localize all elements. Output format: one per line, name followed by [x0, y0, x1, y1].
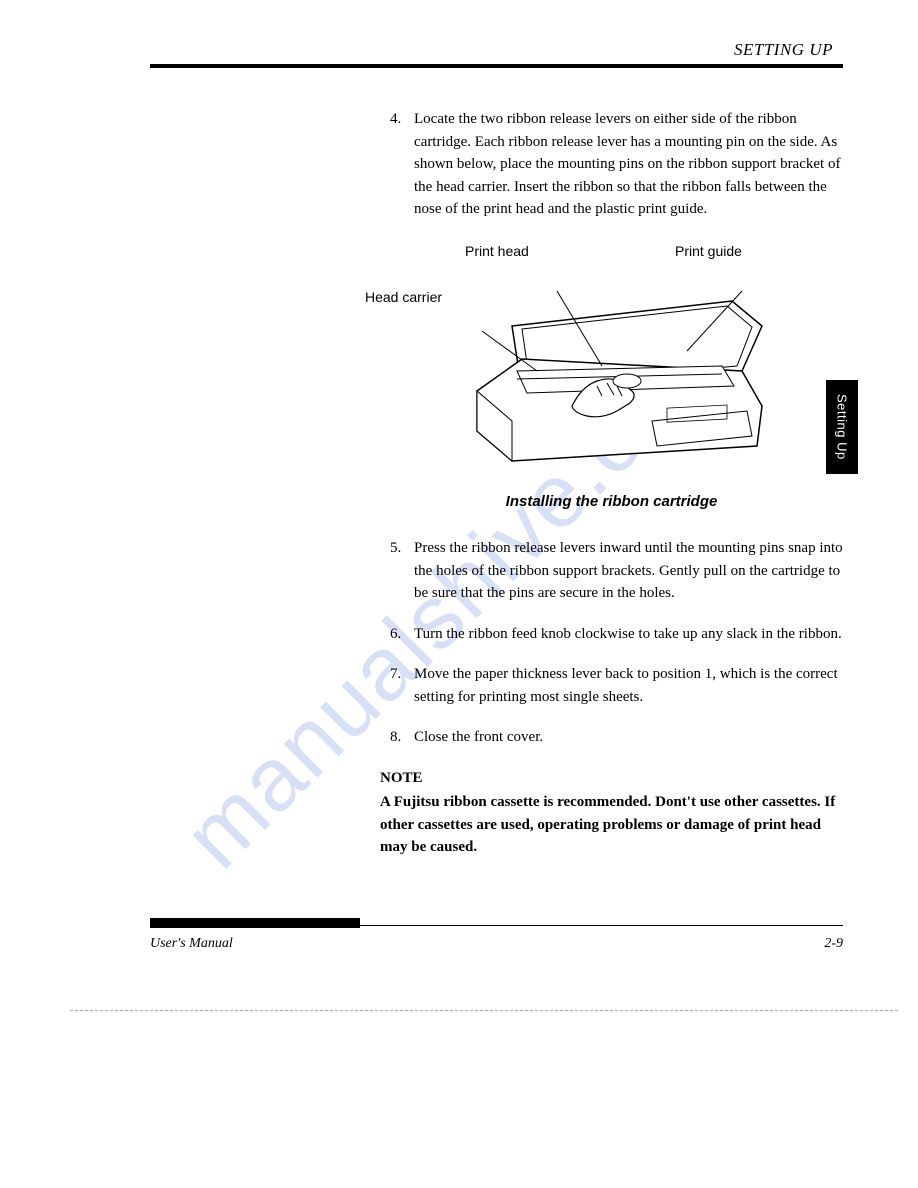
page-footer: User's Manual 2-9	[150, 936, 843, 952]
step-6: 6. Turn the ribbon feed knob clockwise t…	[390, 623, 843, 646]
side-tab: Setting Up	[826, 380, 858, 474]
step-4: 4. Locate the two ribbon release levers …	[390, 108, 843, 221]
label-head-carrier: Head carrier	[365, 287, 442, 308]
note-block: NOTE A Fujitsu ribbon cassette is recomm…	[380, 767, 843, 859]
step-number: 4.	[390, 108, 410, 221]
footer-right: 2-9	[824, 936, 843, 952]
note-title: NOTE	[380, 767, 843, 790]
step-number: 6.	[390, 623, 410, 646]
step-5: 5. Press the ribbon release levers inwar…	[390, 537, 843, 605]
footer-left: User's Manual	[150, 936, 233, 952]
page-header: SETTING UP	[150, 40, 843, 60]
step-number: 7.	[390, 663, 410, 708]
note-body: A Fujitsu ribbon cassette is recommended…	[380, 791, 843, 859]
step-number: 8.	[390, 726, 410, 749]
step-text: Locate the two ribbon release levers on …	[414, 108, 843, 221]
label-print-head: Print head	[465, 241, 529, 262]
label-print-guide: Print guide	[675, 241, 742, 262]
step-number: 5.	[390, 537, 410, 605]
page-edge-line	[70, 1010, 898, 1011]
figure-labels: Print head Print guide	[380, 241, 843, 271]
figure-caption: Installing the ribbon cartridge	[380, 491, 843, 514]
step-7: 7. Move the paper thickness lever back t…	[390, 663, 843, 708]
printer-illustration	[422, 271, 802, 481]
step-text: Move the paper thickness lever back to p…	[414, 663, 843, 708]
step-text: Turn the ribbon feed knob clockwise to t…	[414, 623, 843, 646]
figure-block: Print head Print guide Head carrier	[380, 241, 843, 514]
step-text: Close the front cover.	[414, 726, 843, 749]
step-8: 8. Close the front cover.	[390, 726, 843, 749]
content-body: 4. Locate the two ribbon release levers …	[150, 108, 843, 859]
step-text: Press the ribbon release levers inward u…	[414, 537, 843, 605]
header-rule	[150, 64, 843, 68]
page-container: SETTING UP 4. Locate the two ribbon rele…	[0, 0, 918, 859]
